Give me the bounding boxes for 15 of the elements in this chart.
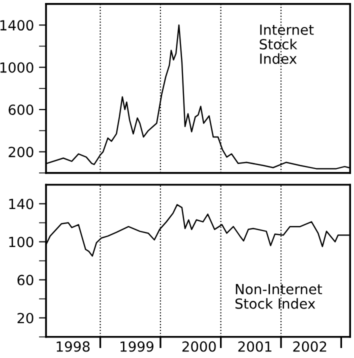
y-tick-label: 200 (8, 146, 34, 158)
x-tick-label: 2001 (238, 341, 272, 352)
x-tick-label: 1999 (120, 341, 154, 352)
y-tick-label: 1400 (0, 20, 34, 31)
x-tick-label: 2000 (182, 341, 216, 352)
y-tick-label: 20 (18, 312, 34, 324)
y-tick-label: 140 (9, 198, 34, 210)
y-tick-label: 600 (8, 104, 34, 116)
x-tick-label: 2002 (293, 341, 326, 352)
annotation: Non-Internet Stock Index (235, 284, 322, 309)
y-tick-label: 60 (18, 274, 34, 286)
y-tick-label: 1000 (0, 62, 34, 73)
annotation: Internet Stock Index (260, 24, 314, 64)
x-tick-label: 1998 (56, 341, 90, 352)
y-tick-label: 100 (9, 236, 34, 248)
